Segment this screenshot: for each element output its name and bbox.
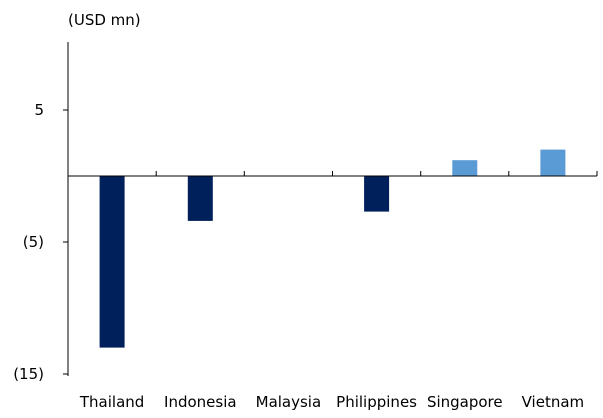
- bar-singapore: [452, 160, 478, 176]
- bar-vietnam: [540, 149, 566, 176]
- y-ticks-group: 5 (5) (15): [13, 101, 68, 383]
- bars-group: [99, 149, 566, 348]
- y-axis-unit-label: (USD mn): [68, 11, 141, 29]
- axes-group: [67, 42, 598, 376]
- y-tick-label: 5: [34, 101, 44, 119]
- bar-thailand: [99, 176, 125, 348]
- x-category-label: Singapore: [427, 393, 503, 411]
- bar-indonesia: [187, 176, 213, 221]
- x-category-label: Vietnam: [522, 393, 585, 411]
- y-tick-label: (5): [23, 233, 44, 251]
- x-category-label: Indonesia: [164, 393, 237, 411]
- bar-philippines: [364, 176, 390, 212]
- x-labels-group: Thailand Indonesia Malaysia Philippines Sing…: [79, 393, 584, 411]
- y-tick-label: (15): [13, 365, 44, 383]
- x-category-label: Thailand: [79, 393, 144, 411]
- x-category-label: Philippines: [336, 393, 417, 411]
- x-category-label: Malaysia: [256, 393, 322, 411]
